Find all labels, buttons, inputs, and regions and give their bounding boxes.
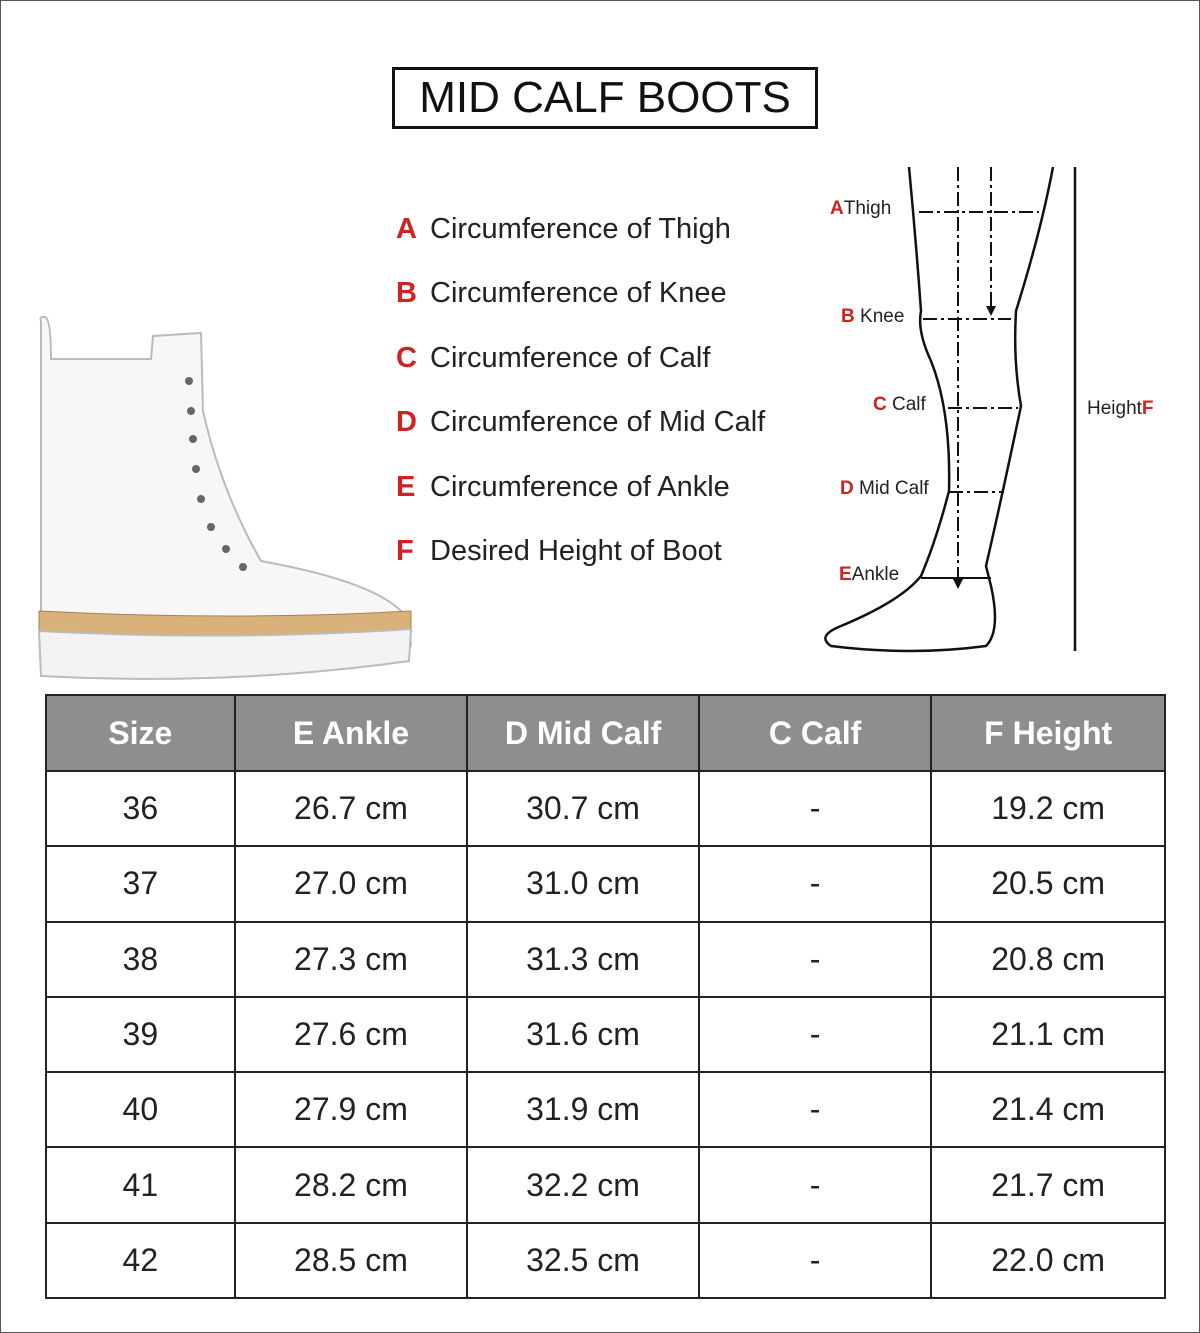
table-cell: 32.5 cm [466,1221,700,1300]
table-row: 36 26.7 cm 30.7 cm -19.2 cm [45,769,1166,848]
table-cell: - [697,1071,933,1149]
column-header: F Height [930,694,1166,772]
diagram-label-ankle: EAnkle [839,564,900,585]
column-header: C Calf [697,694,933,772]
table-row: 37 27.0 cm 31.0 cm -20.5 cm [45,845,1166,923]
diagram-label-thigh: AThigh [830,198,892,219]
measurement-legend: A Circumference of Thigh B Circumference of… [396,213,765,599]
table-row: 40 27.9 cm 31.9 cm -21.4 cm [45,1071,1166,1149]
table-cell: 20.5 cm [930,845,1166,923]
legend-item: F Desired Height of Boot [396,535,765,599]
legend-letter: E [396,470,416,503]
table-cell: 28.2 cm [233,1146,469,1224]
table-cell: 22.0 cm [930,1221,1166,1300]
legend-letter: A [396,213,417,245]
table-cell: 31.3 cm [466,920,700,998]
legend-item: C Circumference of Calf [396,342,765,406]
column-header: Size [45,694,236,772]
table-cell: 27.3 cm [233,920,469,998]
diagram-label-height: HeightF [1087,398,1154,419]
table-cell: - [697,769,933,848]
table-cell: 27.0 cm [233,845,469,923]
page-title: MID CALF BOOTS [392,67,818,129]
legend-letter: C [396,341,417,374]
table-cell: 21.4 cm [930,1071,1166,1149]
legend-item: E Circumference of Ankle [396,471,765,535]
legend-text: Circumference of Mid Calf [430,406,766,439]
table-cell: 37 [45,845,236,923]
table-row: 38 27.3 cm 31.3 cm -20.8 cm [45,920,1166,998]
table-cell: - [697,920,933,998]
table-cell: 28.5 cm [233,1221,469,1300]
legend-text: Circumference of Thigh [430,213,731,245]
table-cell: 31.0 cm [466,845,700,923]
legend-text: Circumference of Calf [430,341,711,374]
table-cell: 31.6 cm [466,995,700,1074]
diagram-label-calf: C Calf [873,394,926,415]
table-cell: 42 [45,1221,236,1300]
diagram-label-knee: B Knee [841,306,905,327]
table-cell: 19.2 cm [930,769,1166,848]
table-cell: 27.6 cm [233,995,469,1074]
legend-item: B Circumference of Knee [396,277,765,341]
column-header: D Mid Calf [466,694,700,772]
diagram-label-mid-calf: D Mid Calf [840,478,929,499]
table-row: 41 28.2 cm 32.2 cm -21.7 cm [45,1146,1166,1224]
legend-item: D Circumference of Mid Calf [396,406,765,470]
table-cell: 39 [45,995,236,1074]
table-cell: 21.1 cm [930,995,1166,1074]
table-cell: 40 [45,1071,236,1149]
table-cell: 32.2 cm [466,1146,700,1224]
table-cell: - [697,845,933,923]
table-cell: 38 [45,920,236,998]
table-cell: 30.7 cm [466,769,700,848]
table-cell: - [697,1221,933,1300]
column-header: E Ankle [233,694,469,772]
boot-image [37,315,413,680]
table-cell: 31.9 cm [466,1071,700,1149]
size-table: Size E Ankle D Mid Calf C Calf F Height 36 26… [45,694,1166,1300]
table-cell: 26.7 cm [233,769,469,848]
legend-text: Desired Height of Boot [430,534,722,567]
legend-text: Circumference of Ankle [430,470,730,503]
table-row: 42 28.5 cm 32.5 cm -22.0 cm [45,1221,1166,1300]
table-cell: 21.7 cm [930,1146,1166,1224]
legend-item: A Circumference of Thigh [396,213,765,277]
legend-letter: D [396,406,417,439]
legend-letter: B [396,277,417,310]
table-cell: 41 [45,1146,236,1224]
table-cell: - [697,1146,933,1224]
table-cell: 27.9 cm [233,1071,469,1149]
table-cell: - [697,995,933,1074]
leg-diagram [824,166,1077,653]
table-cell: 20.8 cm [930,920,1166,998]
legend-letter: F [396,534,414,567]
legend-text: Circumference of Knee [430,277,727,310]
table-cell: 36 [45,769,236,848]
table-row: 39 27.6 cm 31.6 cm -21.1 cm [45,995,1166,1074]
